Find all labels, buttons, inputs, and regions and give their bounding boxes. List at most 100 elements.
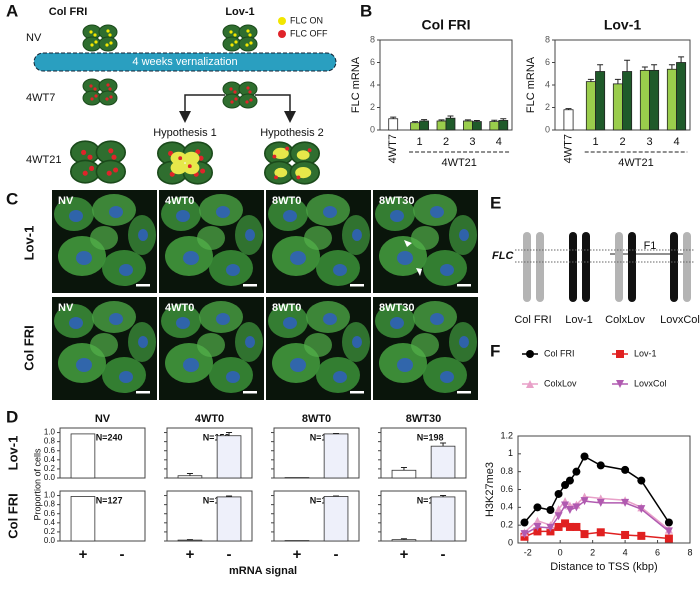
- error-bar: [390, 116, 397, 119]
- chart-title: Col FRI: [422, 17, 471, 33]
- row-label: Lov-1: [5, 436, 20, 471]
- image-label: 4WT0: [165, 195, 194, 207]
- y-tick-label: 0.8: [44, 437, 56, 446]
- y-tick-label: 0.8: [500, 466, 513, 476]
- x-tick-label: 1: [417, 136, 423, 148]
- error-bar: [226, 495, 233, 497]
- image-label: 8WT0: [272, 302, 301, 314]
- plot-frame: [273, 427, 360, 479]
- plot-frame: [166, 427, 253, 479]
- bar: [430, 445, 456, 479]
- error-bar: [186, 472, 193, 476]
- plant: [223, 82, 257, 108]
- point: [664, 534, 673, 543]
- point: [572, 503, 581, 512]
- bar: [649, 69, 660, 131]
- chromosome: [683, 232, 691, 302]
- x-tick-label: -: [227, 546, 232, 563]
- arrowhead: [404, 240, 422, 276]
- bar: [489, 121, 500, 131]
- point: [533, 527, 542, 536]
- legend-label: FLC ON: [290, 15, 323, 25]
- line-label: ColxLov: [605, 314, 645, 326]
- legend-marker: [616, 350, 624, 358]
- point: [533, 522, 542, 531]
- error-bar: [678, 56, 685, 63]
- point: [546, 523, 555, 532]
- bar: [388, 118, 399, 131]
- legend-marker: [526, 380, 534, 388]
- y-axis-label: FLC mRNA: [350, 56, 362, 113]
- point: [554, 489, 563, 498]
- y-tick-label: 0.4: [44, 455, 56, 464]
- x-tick-label: 1: [592, 136, 598, 148]
- n-label: N=240: [96, 432, 123, 442]
- n-label: N=134: [310, 432, 337, 442]
- x-tick-label: 6: [655, 547, 660, 557]
- bar: [391, 469, 417, 479]
- y-axis-label: FLC mRNA: [525, 56, 537, 113]
- error-bar: [651, 64, 658, 71]
- bar: [419, 120, 429, 131]
- x-tick-label: -2: [524, 547, 532, 557]
- y-tick-label: 0.6: [44, 446, 56, 455]
- region-label: F1: [644, 240, 657, 252]
- gene-label: FLC: [492, 250, 514, 262]
- y-tick-label: 2: [370, 102, 375, 112]
- x-tick-label: 0: [558, 547, 563, 557]
- panel-letter: B: [360, 1, 372, 20]
- y-tick-label: 0.6: [500, 484, 513, 494]
- y-tick-label: 1.2: [500, 430, 513, 440]
- legend-dot: [278, 30, 286, 38]
- y-tick-label: 8: [370, 34, 375, 44]
- point: [554, 522, 563, 531]
- error-bar: [440, 495, 447, 497]
- stage-label: 4WT21: [26, 154, 61, 166]
- plot-frame: [380, 490, 467, 542]
- error-bar: [597, 64, 604, 72]
- y-tick-label: 0.0: [44, 536, 56, 545]
- error-bar: [641, 66, 648, 71]
- vernalization-bar: [33, 52, 337, 72]
- x-tick-label: 2: [443, 136, 449, 148]
- bar: [498, 120, 509, 131]
- y-tick-label: 1.0: [44, 491, 56, 500]
- point: [621, 498, 630, 507]
- x-tick-label: 3: [469, 136, 475, 148]
- error-bar: [226, 432, 233, 436]
- plot-frame: [379, 39, 513, 131]
- bar: [612, 83, 623, 131]
- x-tick-label: -: [334, 546, 339, 563]
- n-label: N=181: [310, 495, 337, 505]
- plant: [83, 25, 117, 51]
- point: [565, 476, 574, 485]
- column-title: 4WT0: [195, 413, 224, 425]
- bar: [430, 496, 456, 542]
- line-label: LovxCol: [660, 314, 700, 326]
- point: [637, 531, 646, 540]
- point: [596, 528, 605, 537]
- y-tick-label: 0: [545, 124, 550, 134]
- x-tick-label: 2: [619, 136, 625, 148]
- panel-letter: F: [490, 341, 500, 360]
- plant: [71, 141, 125, 183]
- plot-frame: [380, 427, 467, 479]
- error-bar: [587, 78, 594, 82]
- bar: [410, 122, 420, 131]
- point: [596, 498, 605, 507]
- error-bar: [447, 115, 454, 119]
- line-label: Lov-1: [565, 314, 593, 326]
- treatment-label: 4 weeks vernalization: [132, 56, 237, 68]
- bar: [585, 81, 596, 131]
- chromosome: [582, 232, 590, 302]
- x-tick-label: +: [293, 546, 302, 563]
- y-tick-label: 0: [370, 124, 375, 134]
- panel-a-diagram: Col FRI Lov-1 NV FLC ON FLC OFF 4 weeks …: [26, 6, 337, 184]
- y-axis-label: Proportion of cells: [32, 448, 42, 521]
- point: [565, 506, 574, 515]
- point: [580, 530, 589, 539]
- chromosome: [670, 232, 678, 302]
- n-label: N=151: [417, 495, 444, 505]
- bar: [216, 435, 242, 479]
- bar: [323, 496, 349, 542]
